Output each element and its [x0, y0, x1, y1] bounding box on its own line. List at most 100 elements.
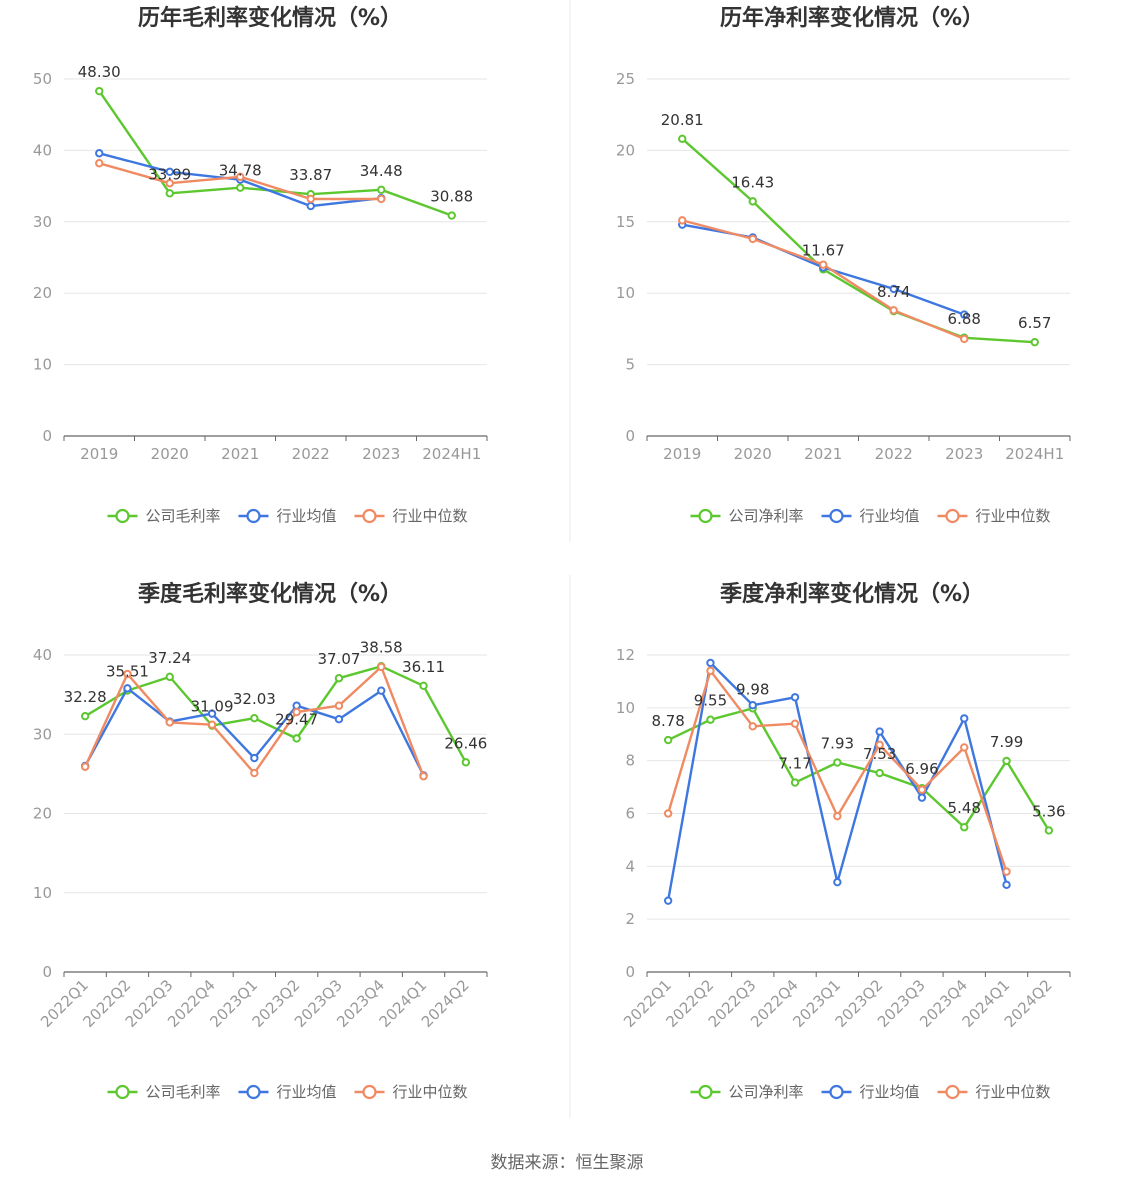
legend-label: 行业均值 — [277, 507, 337, 525]
legend-item-1[interactable]: 公司净利率 — [690, 1083, 804, 1101]
data-point — [1002, 880, 1011, 890]
data-point — [207, 720, 217, 729]
data-point — [447, 211, 456, 220]
data-label: 33.99 — [148, 165, 191, 183]
data-label: 34.78 — [219, 162, 262, 180]
y-tick-label: 20 — [616, 141, 635, 159]
y-tick-label: 40 — [33, 141, 52, 159]
series-line-1 — [98, 90, 453, 217]
data-point — [790, 693, 800, 702]
legend-swatch-marker — [945, 508, 960, 524]
y-tick-label: 8 — [625, 752, 635, 770]
data-point — [678, 134, 687, 144]
x-tick-label: 2024H1 — [422, 445, 481, 463]
data-label: 37.07 — [317, 650, 360, 668]
legend-swatch-marker — [246, 508, 261, 524]
legend-label: 行业中位数 — [393, 507, 468, 525]
data-point — [292, 734, 301, 743]
data-point — [748, 722, 757, 731]
legend-label: 行业中位数 — [976, 507, 1051, 525]
data-point — [889, 284, 898, 294]
data-point — [377, 194, 386, 204]
data-label: 6.88 — [948, 310, 981, 328]
data-label: 16.43 — [731, 173, 774, 191]
data-label: 5.36 — [1032, 802, 1065, 820]
y-tick-label: 0 — [42, 427, 52, 445]
legend-item-2[interactable]: 行业均值 — [238, 507, 337, 525]
data-label: 7.93 — [821, 735, 854, 753]
y-tick-label: 5 — [625, 356, 635, 374]
data-point — [80, 711, 90, 721]
data-label: 38.58 — [360, 638, 403, 656]
x-tick-label: 2020 — [734, 445, 772, 463]
y-tick-label: 15 — [616, 213, 635, 231]
data-label: 5.48 — [948, 799, 981, 817]
y-tick-label: 40 — [33, 646, 52, 664]
legend-item-2[interactable]: 行业均值 — [821, 507, 920, 525]
series-line-1 — [84, 665, 467, 763]
legend-item-1[interactable]: 公司毛利率 — [107, 1083, 221, 1101]
data-point — [236, 183, 245, 192]
y-tick-label: 10 — [33, 356, 52, 374]
legend-swatch-marker — [829, 1084, 844, 1100]
data-label: 20.81 — [661, 111, 704, 129]
data-point — [250, 713, 259, 723]
x-tick-label: 2019 — [80, 445, 118, 463]
data-point — [663, 896, 673, 905]
x-tick-label: 2024Q2 — [1001, 976, 1056, 1031]
legend-item-1[interactable]: 公司净利率 — [690, 507, 804, 525]
y-tick-label: 0 — [625, 427, 635, 445]
data-point — [1044, 826, 1054, 835]
data-point — [875, 768, 884, 778]
legend-swatch-marker — [829, 508, 844, 524]
y-tick-label: 4 — [625, 857, 635, 875]
data-point — [917, 793, 927, 802]
legend-label: 公司净利率 — [729, 1083, 804, 1101]
y-tick-label: 20 — [33, 284, 52, 302]
legend-item-2[interactable]: 行业均值 — [238, 1083, 337, 1101]
legend-item-3[interactable]: 行业中位数 — [937, 507, 1051, 525]
legend-swatch-marker — [362, 508, 377, 524]
data-point — [95, 159, 104, 168]
legend-item-1[interactable]: 公司毛利率 — [107, 507, 221, 525]
chart-1: 历年毛利率变化情况（%） 0 10 20 30 40 50 2019 2020 2021 2022 2… — [33, 5, 488, 525]
x-tick-label: 2019 — [663, 445, 701, 463]
data-label: 6.96 — [905, 760, 938, 778]
data-point — [461, 758, 471, 767]
data-point — [833, 877, 842, 887]
data-label: 11.67 — [802, 241, 845, 259]
data-label: 8.78 — [651, 712, 684, 730]
legend-item-3[interactable]: 行业中位数 — [937, 1083, 1051, 1101]
data-label: 37.24 — [148, 649, 191, 667]
legend-label: 行业均值 — [860, 1083, 920, 1101]
chart-title: 历年毛利率变化情况（%） — [138, 5, 402, 31]
data-label: 35.51 — [106, 663, 149, 681]
data-point — [123, 669, 132, 679]
data-label: 26.46 — [444, 734, 487, 752]
chart-title: 历年净利率变化情况（%） — [720, 5, 984, 31]
data-point — [960, 714, 969, 723]
y-tick-label: 25 — [616, 70, 635, 88]
legend-item-3[interactable]: 行业中位数 — [354, 507, 468, 525]
data-label: 32.28 — [64, 688, 107, 706]
x-tick-label: 2021 — [221, 445, 259, 463]
data-point — [678, 216, 687, 225]
data-label: 31.09 — [191, 698, 234, 716]
legend-item-2[interactable]: 行业均值 — [821, 1083, 920, 1101]
data-point — [748, 234, 757, 244]
data-point — [960, 823, 969, 832]
data-point — [748, 197, 757, 206]
legend-item-3[interactable]: 行业中位数 — [354, 1083, 468, 1101]
data-point — [706, 666, 715, 676]
data-point — [875, 740, 884, 750]
y-tick-label: 10 — [616, 699, 635, 717]
x-tick-label: 2024Q2 — [418, 976, 473, 1031]
data-label: 7.17 — [778, 755, 811, 773]
x-tick-label: 2022 — [292, 445, 330, 463]
data-label: 30.88 — [430, 188, 473, 206]
data-label: 7.99 — [990, 733, 1023, 751]
data-point — [377, 686, 386, 695]
data-point — [833, 758, 842, 767]
source-footer: 数据来源：恒生聚源 — [491, 1153, 644, 1173]
